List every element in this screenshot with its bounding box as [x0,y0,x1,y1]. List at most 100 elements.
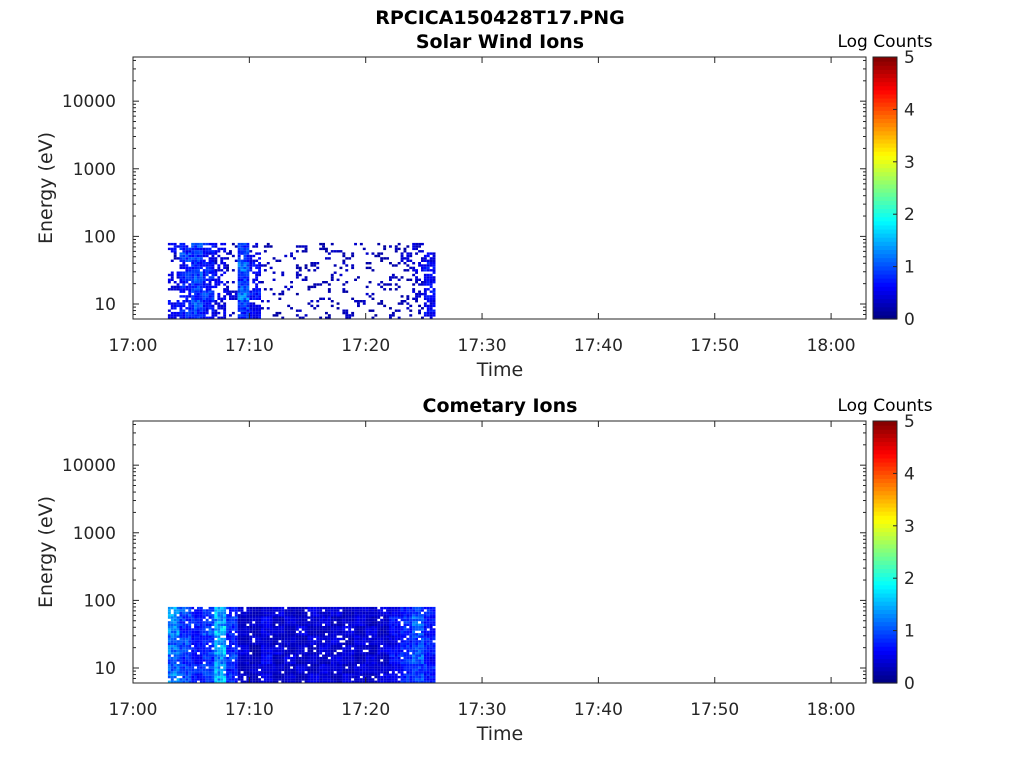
heatmap-cell [336,626,340,629]
heatmap-cell [333,626,337,629]
heatmap-cell [423,630,427,634]
heatmap-cell [316,628,320,631]
heatmap-cell [205,295,209,298]
heatmap-cell [389,621,392,624]
heatmap-cell [421,609,424,612]
heatmap-cell [205,262,209,265]
heatmap-cell [255,297,259,300]
heatmap-cell [322,659,325,662]
heatmap-cell [208,264,212,267]
heatmap-cell [386,654,389,657]
heatmap-cell [391,654,395,657]
heatmap-cell [220,623,224,626]
heatmap-cell [223,661,227,664]
heatmap-cell [194,668,197,672]
heatmap-cell [342,673,346,676]
heatmap-cell [365,621,369,624]
heatmap-cell [383,664,387,667]
y-tick-label: 1000 [73,524,116,544]
heatmap-cell [342,614,346,617]
heatmap-cell [325,664,328,667]
heatmap-cell [272,618,276,622]
heatmap-cell [362,630,366,634]
heatmap-cell [255,654,259,657]
heatmap-cell [214,314,218,317]
heatmap-cell [269,288,273,291]
heatmap-cell [313,621,317,624]
heatmap-cell [170,307,174,310]
heatmap-cell [170,647,174,650]
heatmap-cell [406,642,410,645]
heatmap-cell [429,659,433,662]
heatmap-cell [182,675,186,679]
heatmap-cell [194,659,197,662]
heatmap-cell [386,628,389,631]
heatmap-cell [214,621,218,624]
heatmap-cell [307,288,311,291]
heatmap-cell [252,654,256,657]
heatmap-cell [432,628,436,631]
heatmap-cell [415,276,418,279]
heatmap-cell [391,623,395,626]
heatmap-cell [389,623,392,626]
heatmap-cell [281,680,285,683]
heatmap-cell [423,666,427,669]
heatmap-cell [208,288,212,291]
heatmap-cell [185,316,189,319]
heatmap-cell [194,304,197,308]
heatmap-cell [182,309,186,312]
heatmap-cell [290,664,293,667]
heatmap-cell [290,285,293,289]
heatmap-cell [170,304,174,308]
heatmap-cell [351,661,355,664]
heatmap-cell [368,606,372,610]
heatmap-cell [269,633,273,636]
heatmap-cell [188,276,192,279]
heatmap-cell [240,628,244,631]
heatmap-cell [231,647,235,650]
heatmap-cell [220,656,224,660]
heatmap-cell [211,664,215,667]
heatmap-cell [295,668,299,672]
heatmap-cell [368,626,372,629]
heatmap-cell [348,668,352,672]
heatmap-cell [415,245,418,248]
heatmap-cell [325,281,328,284]
heatmap-cell [383,666,387,669]
heatmap-cell [426,269,430,272]
heatmap-cell [394,637,398,641]
heatmap-cell [217,678,221,681]
heatmap-cell [205,311,209,315]
heatmap-cell [226,628,229,631]
heatmap-cell [389,278,392,281]
heatmap-cell [295,611,299,615]
heatmap-cell [374,635,378,638]
heatmap-cell [298,614,302,617]
heatmap-cell [423,633,427,636]
heatmap-cell [371,609,375,612]
heatmap-cell [194,623,197,626]
heatmap-cell [307,621,311,624]
heatmap-cell [391,659,395,662]
heatmap-cell [400,680,404,683]
heatmap-cell [400,302,404,305]
heatmap-cell [208,623,212,626]
heatmap-cell [354,635,357,638]
heatmap-cell [191,254,195,258]
heatmap-cell [258,671,261,674]
heatmap-cell [217,269,221,272]
heatmap-cell [214,642,218,645]
heatmap-cell [231,649,235,653]
heatmap-cell [333,659,337,662]
heatmap-cell [234,626,238,629]
heatmap-cell [246,307,250,310]
heatmap-cell [432,668,436,672]
heatmap-cell [197,647,200,650]
heatmap-cell [304,652,308,655]
heatmap-cell [191,678,195,681]
heatmap-cell [182,285,186,289]
heatmap-cell [188,259,192,262]
heatmap-cell [403,623,407,626]
heatmap-cell [243,618,247,622]
heatmap-cell [336,661,340,664]
